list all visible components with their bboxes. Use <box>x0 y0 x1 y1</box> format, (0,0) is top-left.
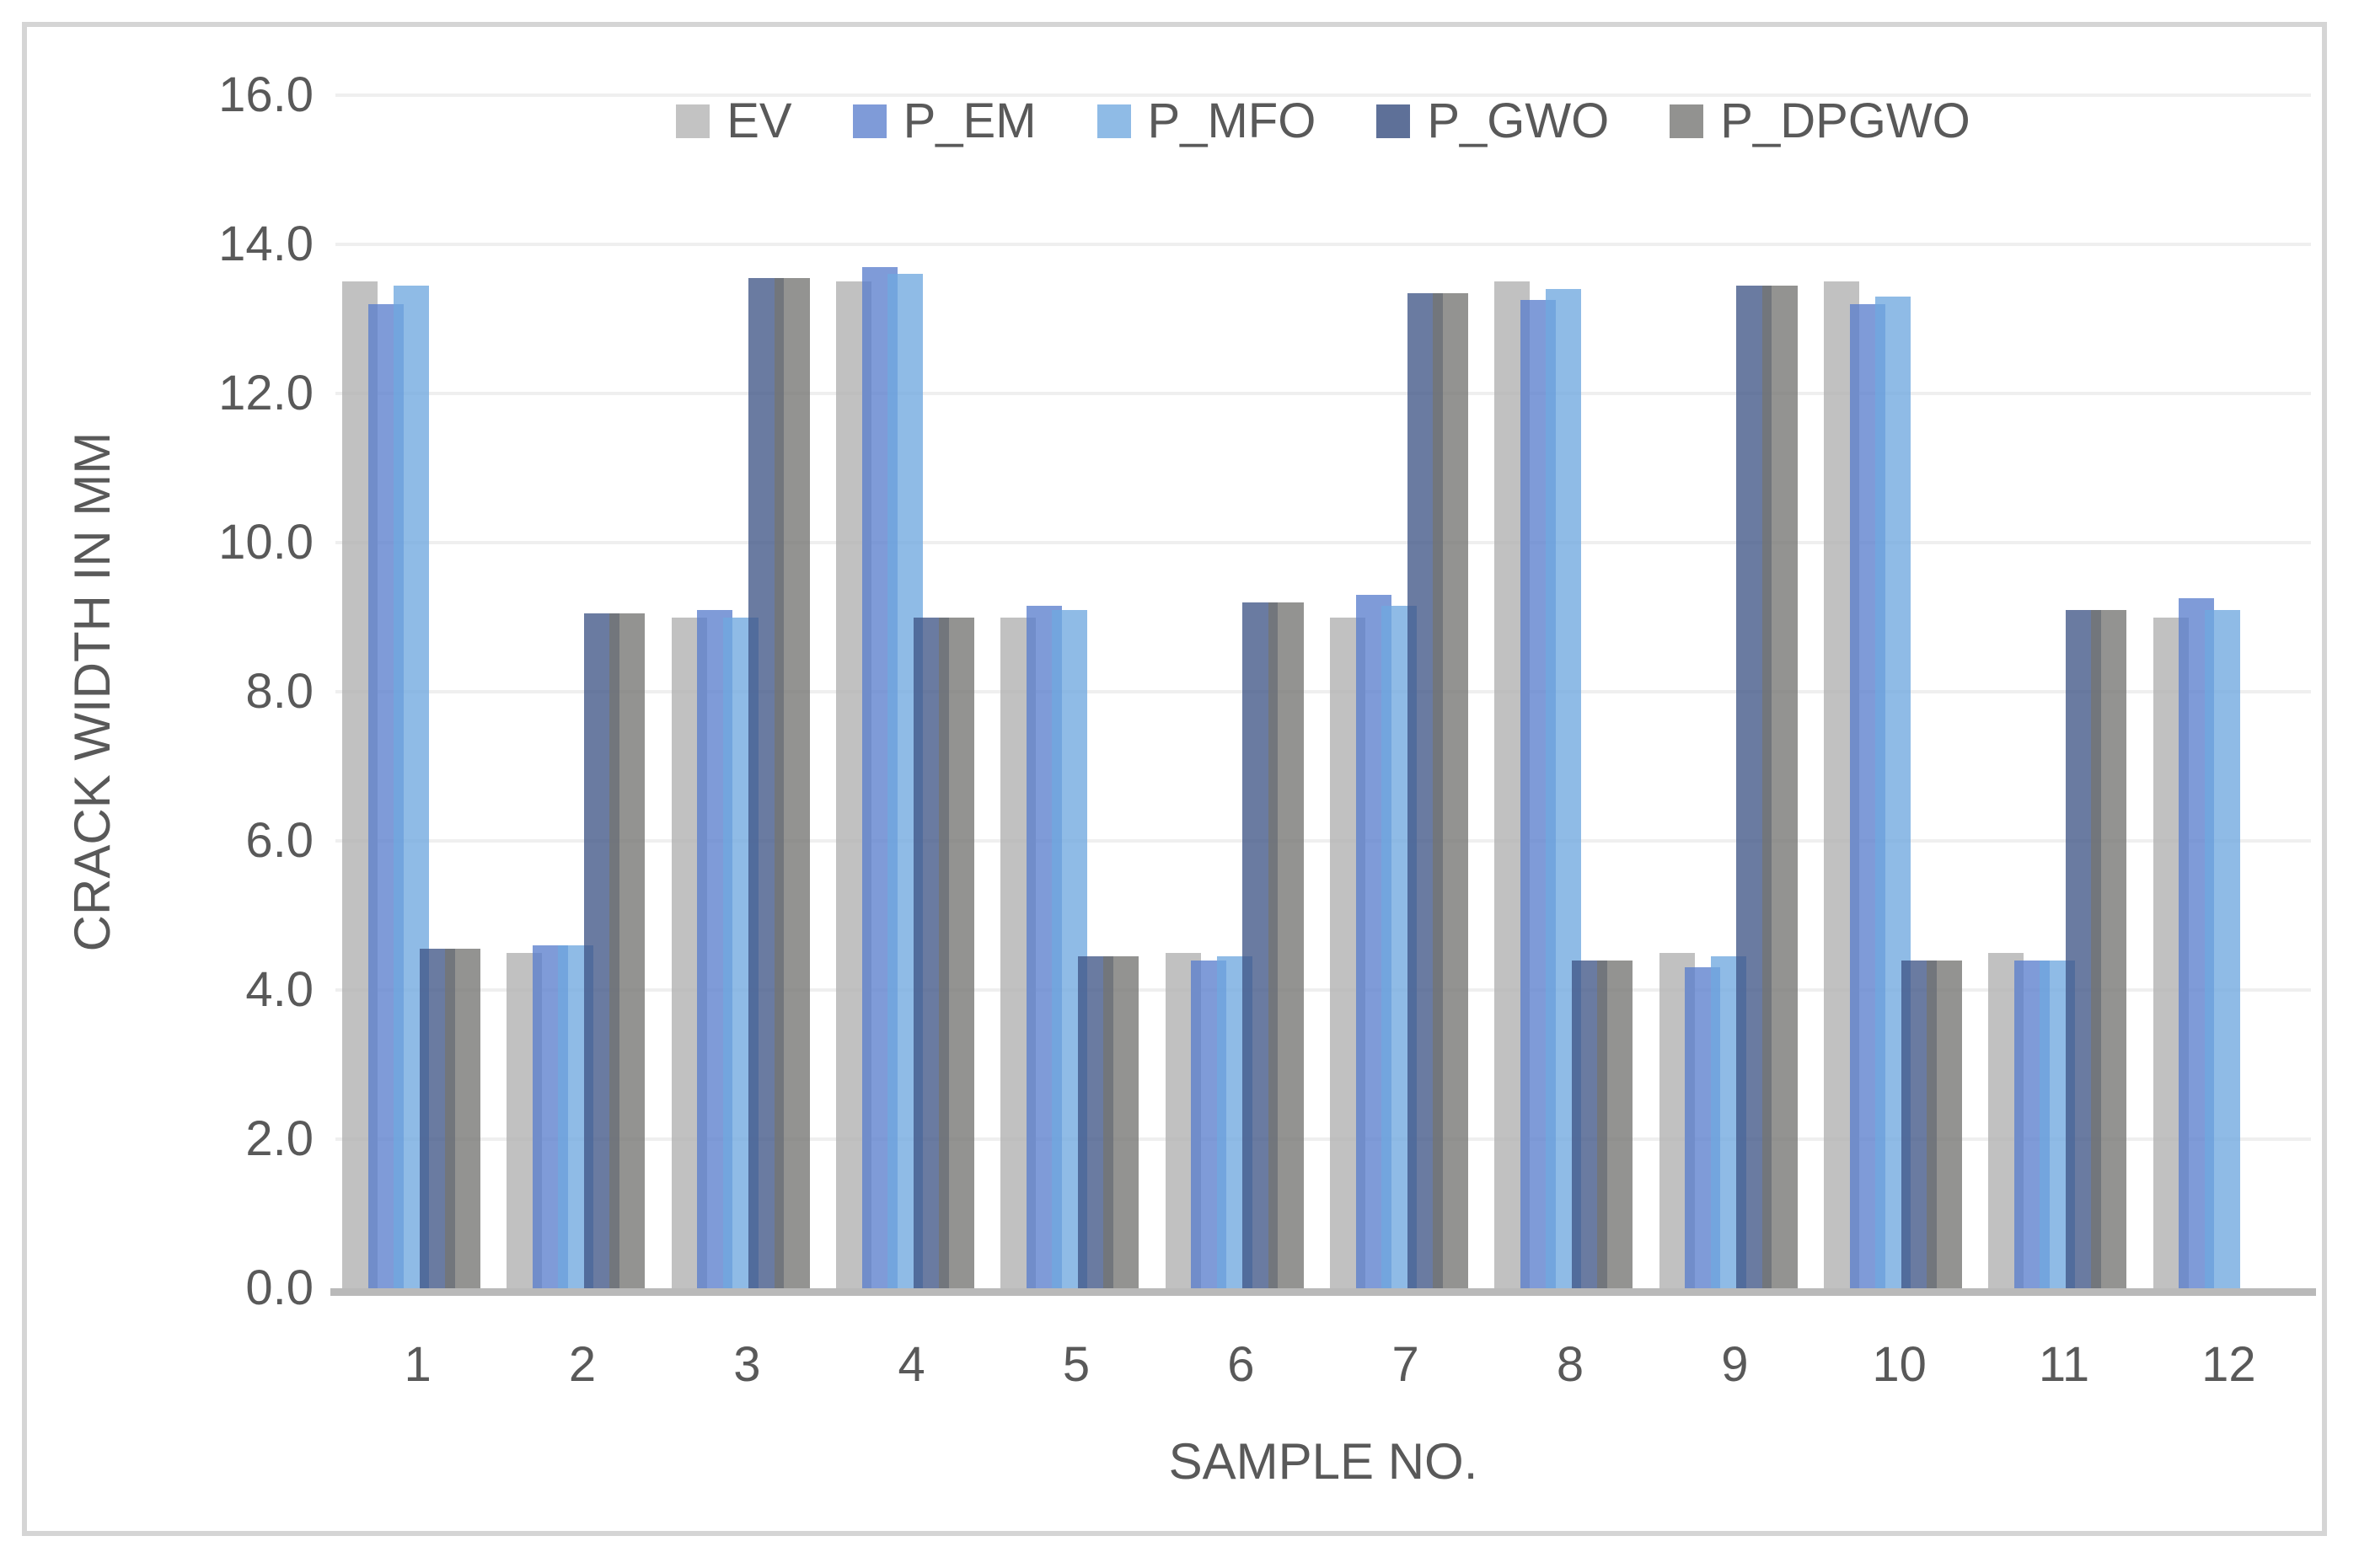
bar-P_DPGWO-sample-1 <box>445 949 480 1288</box>
legend-swatch-icon <box>1670 104 1704 138</box>
legend-label: P_DPGWO <box>1720 94 1970 148</box>
x-axis-line <box>330 1288 2316 1296</box>
bar-P_DPGWO-sample-4 <box>939 617 974 1288</box>
gridline-12 <box>335 392 2311 395</box>
x-tick-label-12: 12 <box>2201 1337 2256 1392</box>
legend-item-P_DPGWO: P_DPGWO <box>1670 94 1970 148</box>
bar-P_MFO-sample-12 <box>2204 609 2240 1288</box>
legend-label: P_EM <box>903 94 1037 148</box>
legend-swatch-icon <box>676 104 710 138</box>
legend-label: P_GWO <box>1427 94 1610 148</box>
legend-item-EV: EV <box>676 94 792 148</box>
bar-P_DPGWO-sample-11 <box>2091 609 2127 1288</box>
legend-item-P_EM: P_EM <box>852 94 1037 148</box>
x-tick-label-6: 6 <box>1227 1337 1255 1392</box>
y-tick-label-14.0: 14.0 <box>218 217 314 271</box>
bar-P_DPGWO-sample-3 <box>774 277 810 1288</box>
y-tick-label-6.0: 6.0 <box>245 813 314 868</box>
bar-P_DPGWO-sample-9 <box>1761 285 1798 1288</box>
legend-label: P_MFO <box>1147 94 1316 148</box>
y-tick-label-16.0: 16.0 <box>218 67 314 122</box>
x-tick-label-11: 11 <box>2038 1337 2090 1392</box>
x-tick-label-5: 5 <box>1062 1337 1091 1392</box>
legend-swatch-icon <box>852 104 887 138</box>
y-tick-label-4.0: 4.0 <box>245 962 314 1017</box>
gridline-16 <box>335 94 2311 97</box>
gridline-8 <box>335 690 2311 693</box>
gridline-2 <box>335 1137 2311 1141</box>
y-tick-label-2.0: 2.0 <box>245 1111 314 1166</box>
legend: EV P_EM P_MFO P_GWO P_DPGWO <box>335 94 2311 148</box>
x-tick-label-4: 4 <box>898 1337 925 1392</box>
x-axis-title: SAMPLE NO. <box>1168 1433 1478 1490</box>
gridline-14 <box>335 243 2311 246</box>
x-tick-label-10: 10 <box>1872 1337 1927 1392</box>
x-tick-label-9: 9 <box>1721 1337 1749 1392</box>
x-tick-label-3: 3 <box>733 1337 761 1392</box>
x-tick-label-2: 2 <box>568 1337 597 1392</box>
bar-P_DPGWO-sample-6 <box>1268 602 1304 1288</box>
bar-P_DPGWO-sample-7 <box>1433 292 1468 1288</box>
gridline-6 <box>335 839 2311 843</box>
bar-P_DPGWO-sample-5 <box>1103 956 1139 1288</box>
y-tick-label-12.0: 12.0 <box>218 366 314 420</box>
bar-P_DPGWO-sample-8 <box>1597 960 1633 1288</box>
gridline-4 <box>335 988 2311 992</box>
x-tick-label-7: 7 <box>1391 1337 1419 1392</box>
legend-label: EV <box>726 94 792 148</box>
y-tick-label-10.0: 10.0 <box>218 515 314 570</box>
gridline-10 <box>335 541 2311 544</box>
x-tick-label-1: 1 <box>404 1337 432 1392</box>
x-tick-label-8: 8 <box>1556 1337 1584 1392</box>
plot-area <box>335 94 2311 1288</box>
y-tick-label-8.0: 8.0 <box>245 664 314 719</box>
legend-swatch-icon <box>1096 104 1131 138</box>
bar-P_DPGWO-sample-2 <box>609 613 646 1288</box>
legend-item-P_GWO: P_GWO <box>1376 94 1610 148</box>
bar-P_DPGWO-sample-10 <box>1927 960 1962 1288</box>
legend-swatch-icon <box>1376 104 1411 138</box>
legend-item-P_MFO: P_MFO <box>1096 94 1316 148</box>
y-tick-label-0.0: 0.0 <box>245 1260 314 1315</box>
